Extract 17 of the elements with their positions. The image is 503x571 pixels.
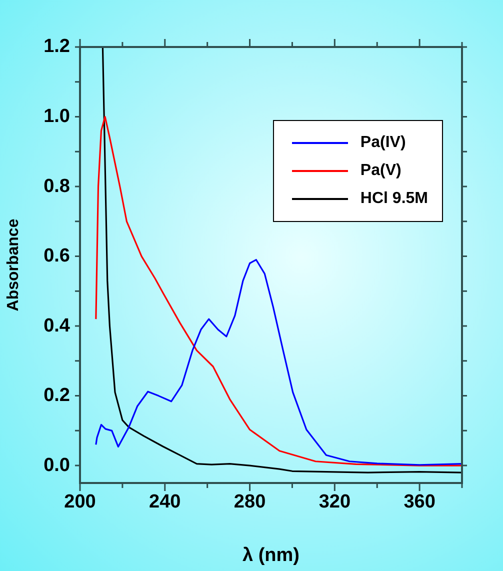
legend-label: Pa(V) [360,162,402,180]
y-tick-label: 0.2 [44,385,70,406]
y-tick-label: 0.4 [44,315,70,336]
x-tick-label: 240 [149,492,181,513]
x-tick-label: 200 [64,492,96,513]
x-tick-label: 280 [234,492,266,513]
x-tick-label: 360 [404,492,436,513]
y-tick-label: 1.2 [44,36,70,58]
legend-label: HCl 9.5M [360,190,428,208]
x-tick-label: 320 [318,492,351,513]
y-tick-label: 0.0 [44,454,70,476]
legend-label: Pa(IV) [360,134,406,152]
x-axis-title: λ (nm) [242,544,300,566]
y-tick-label: 1.0 [44,106,70,127]
y-tick-label: 0.6 [44,246,70,267]
y-axis-title: Absorbance [5,218,22,312]
y-tick-label: 0.8 [44,176,70,197]
